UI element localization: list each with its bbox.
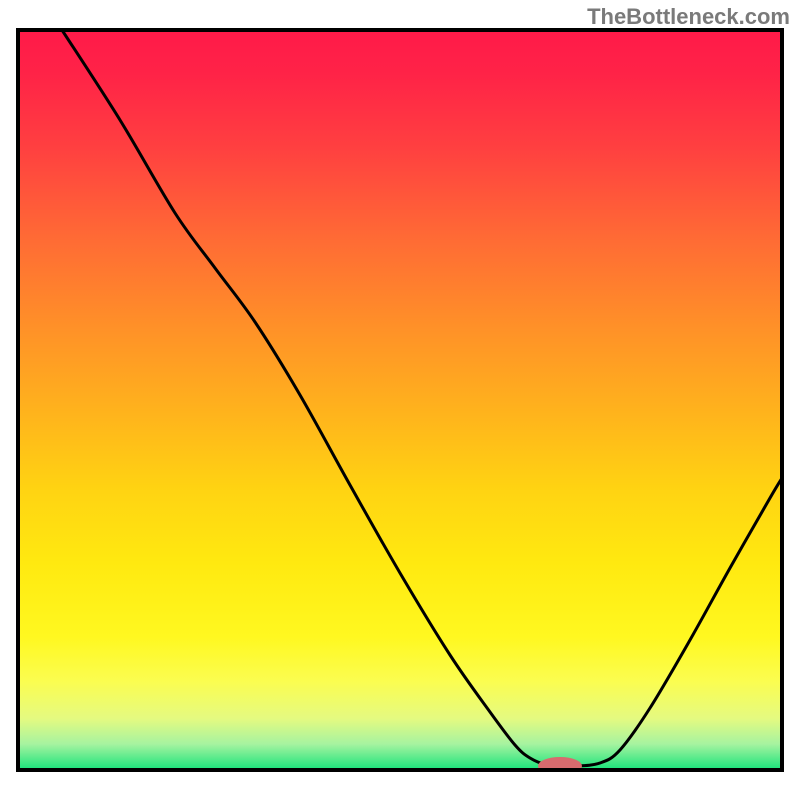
- chart-container: TheBottleneck.com: [0, 0, 800, 800]
- watermark-text: TheBottleneck.com: [587, 4, 790, 30]
- bottleneck-chart: [0, 0, 800, 800]
- optimal-marker: [538, 757, 582, 775]
